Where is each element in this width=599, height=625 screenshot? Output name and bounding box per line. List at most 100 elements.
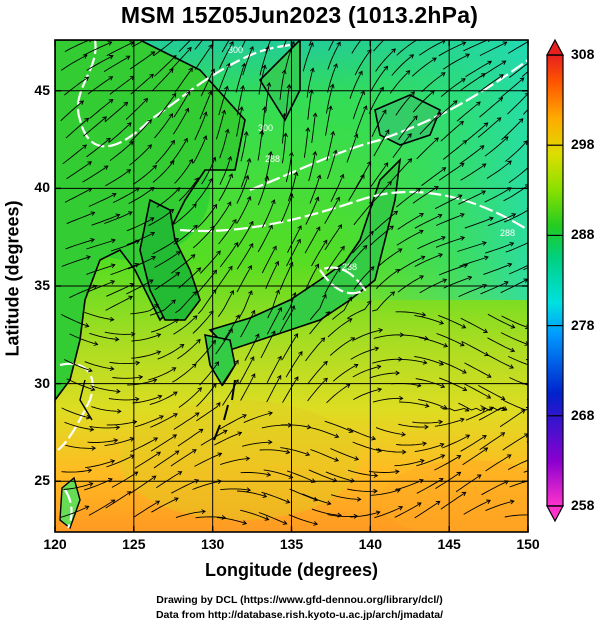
streamline-arrowhead (249, 220, 254, 226)
streamline (353, 201, 374, 226)
streamline (369, 162, 389, 188)
contour-label: 300 (228, 45, 243, 55)
streamline (105, 169, 131, 187)
streamline (103, 55, 131, 72)
streamline-arrowhead (151, 256, 156, 261)
streamline (199, 250, 221, 274)
streamline-arrowhead (507, 160, 512, 165)
streamline (285, 351, 303, 378)
streamline (106, 421, 137, 426)
streamline (86, 264, 115, 275)
colorbar-tick-label: 258 (571, 497, 595, 513)
streamline (412, 90, 435, 113)
streamline (192, 480, 222, 490)
streamline-arrowhead (202, 135, 208, 141)
streamline-arrowhead (422, 359, 428, 365)
streamline-arrowhead (347, 318, 353, 323)
streamline (287, 225, 302, 253)
y-tick-label: 25 (34, 472, 50, 489)
streamline-arrowhead (150, 231, 156, 237)
streamline (220, 457, 250, 466)
streamline-arrowhead (339, 173, 345, 179)
streamline (242, 441, 272, 447)
streamline-arrowhead (465, 434, 471, 439)
streamline (435, 236, 465, 248)
streamline-arrowhead (461, 41, 467, 46)
streamline (326, 383, 351, 404)
streamline-arrowhead (152, 164, 158, 170)
streamline (480, 281, 509, 295)
streamline (62, 144, 87, 165)
streamline-arrowhead (175, 271, 181, 277)
streamline (237, 221, 254, 248)
streamline-arrowhead (362, 105, 368, 111)
colorbar-tick-label: 308 (571, 46, 595, 62)
streamline-arrowhead (150, 51, 156, 56)
streamline-arrowhead (201, 509, 206, 515)
streamline (153, 450, 180, 469)
streamline-arrowhead (309, 67, 315, 73)
streamline (458, 190, 486, 205)
colorbar-tick-label: 288 (571, 226, 595, 243)
streamline-arrowhead (282, 520, 288, 525)
streamline (279, 262, 293, 290)
streamline-arrowhead (221, 109, 227, 115)
streamline-arrowhead (248, 290, 253, 295)
streamline-arrowhead (125, 55, 131, 61)
streamline (327, 514, 358, 518)
streamline (280, 424, 311, 429)
streamline (397, 275, 424, 293)
streamline-arrowhead (460, 236, 466, 241)
streamline (324, 267, 341, 295)
streamline-arrowhead (452, 100, 458, 105)
streamline (509, 480, 528, 488)
streamline (171, 479, 199, 494)
streamline-arrowhead (175, 251, 181, 256)
streamline-arrowhead (433, 186, 439, 191)
streamline (130, 304, 159, 315)
streamline-arrowhead (459, 213, 465, 218)
streamline (174, 67, 193, 93)
streamline (219, 156, 232, 185)
streamline (306, 68, 314, 98)
streamline (154, 272, 180, 291)
streamline-arrowhead (110, 263, 116, 269)
streamline (303, 127, 309, 158)
streamline (349, 71, 363, 99)
streamline-arrowhead (486, 499, 491, 504)
streamline-arrowhead (245, 456, 251, 462)
streamline-arrowhead (155, 500, 161, 506)
streamline (372, 397, 403, 403)
streamline (481, 480, 509, 496)
streamline-arrowhead (487, 60, 493, 66)
streamline-arrowhead (262, 493, 268, 499)
streamline (267, 290, 280, 319)
streamline (440, 78, 466, 98)
streamline (284, 41, 295, 71)
streamline-arrowhead (149, 73, 154, 79)
streamline-arrowhead (288, 474, 294, 479)
streamline-arrowhead (409, 54, 415, 59)
streamline-arrowhead (439, 361, 445, 366)
y-tick-label: 40 (34, 179, 50, 196)
streamline (504, 209, 528, 223)
streamline (173, 91, 191, 118)
streamline-arrowhead (268, 411, 273, 416)
streamline (150, 434, 177, 452)
streamline (130, 437, 158, 453)
streamline (394, 459, 425, 467)
streamline-arrowhead (107, 41, 113, 46)
streamline (327, 318, 353, 338)
streamline (192, 226, 215, 249)
streamline-arrowhead (286, 83, 292, 89)
contour-label: 300 (258, 123, 273, 133)
streamline (197, 204, 217, 229)
streamline (219, 129, 229, 159)
streamline-arrowhead (207, 90, 213, 96)
streamline (377, 248, 403, 268)
streamline (214, 266, 233, 292)
streamline (194, 44, 213, 70)
streamline-arrowhead (541, 57, 545, 61)
streamline (126, 279, 154, 295)
streamline-arrowhead (509, 364, 514, 369)
